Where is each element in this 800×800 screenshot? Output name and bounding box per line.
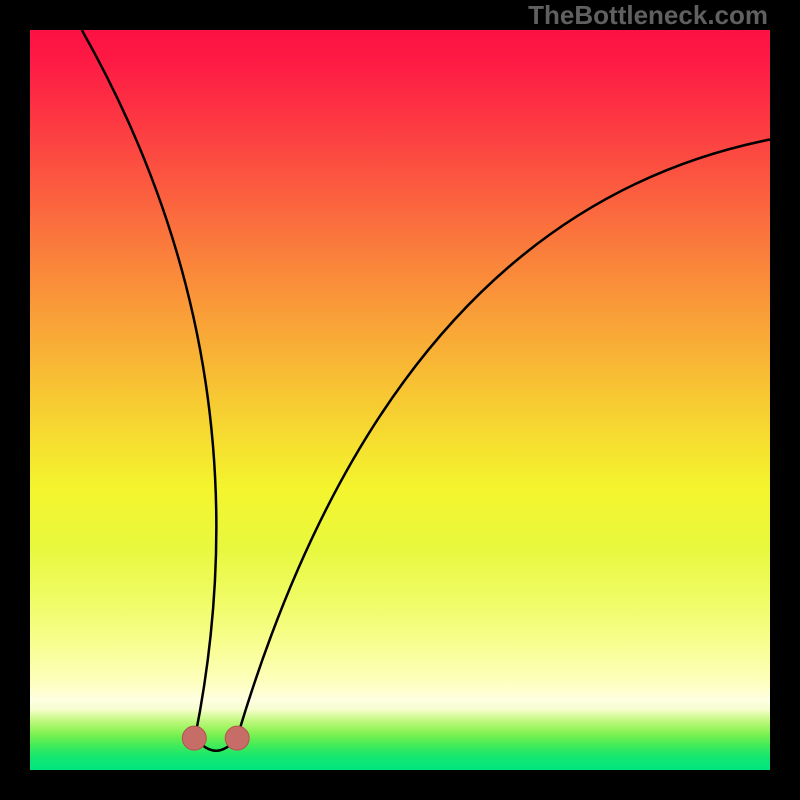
curve-right-branch	[237, 140, 770, 738]
curve-layer	[30, 30, 770, 770]
marker-point-1	[225, 726, 249, 750]
plot-area	[30, 30, 770, 770]
curve-left-branch	[82, 30, 217, 737]
watermark-text: TheBottleneck.com	[528, 0, 768, 31]
chart-container: TheBottleneck.com	[0, 0, 800, 800]
marker-point-0	[182, 726, 206, 750]
